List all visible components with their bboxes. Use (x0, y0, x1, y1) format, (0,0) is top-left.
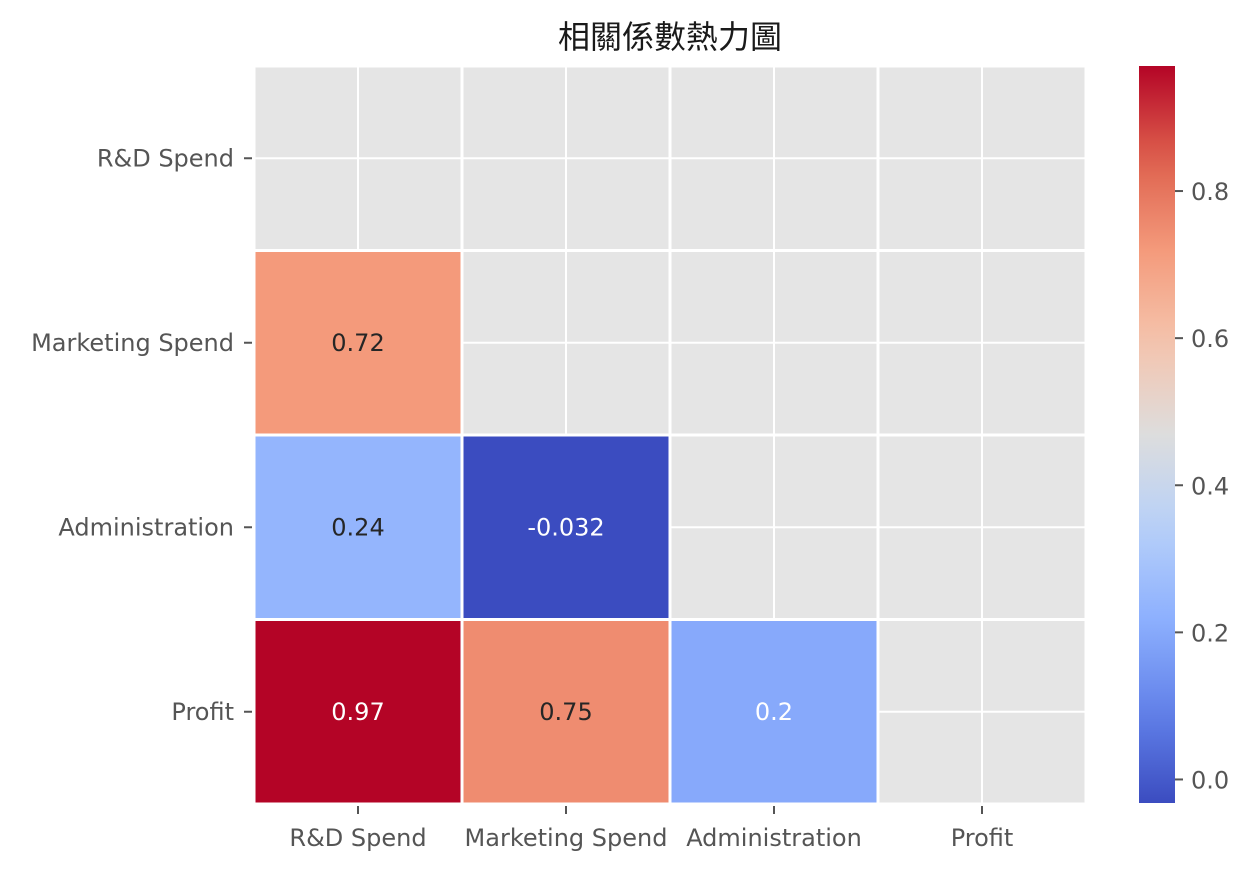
colorbar-tick-label: 0.4 (1191, 472, 1229, 500)
heatmap-plot-area: 0.72 0.24 -0.032 0.97 0.75 0.2 R&D Spend Market… (31, 64, 1088, 852)
heatmap-cell-masked (876, 618, 1088, 806)
y-tick-label: R&D Spend (97, 144, 234, 172)
heatmap-cell (252, 249, 464, 437)
cell-value-label: 0.72 (331, 329, 384, 357)
x-tick-label: R&D Spend (289, 824, 426, 852)
cell-value-label: 0.2 (755, 698, 793, 726)
x-tick-label: Profit (951, 824, 1014, 852)
colorbar-tick-label: 0.6 (1191, 325, 1229, 353)
x-tick-label: Marketing Spend (465, 824, 668, 852)
y-tick-label: Marketing Spend (31, 329, 234, 357)
heatmap-cell (252, 618, 464, 806)
cell-value-label: 0.97 (331, 698, 384, 726)
cell-value-label: 0.24 (331, 513, 384, 541)
cell-value-label: 0.75 (539, 698, 592, 726)
colorbar-tick-label: 0.8 (1191, 178, 1229, 206)
heatmap-cell (460, 618, 672, 806)
colorbar-tick-label: 0.2 (1191, 619, 1229, 647)
chart-title: 相關係數熱力圖 (558, 18, 782, 56)
y-tick-label: Administration (58, 513, 234, 541)
colorbar: 0.0 0.2 0.4 0.6 0.8 (1139, 66, 1229, 803)
y-tick-label: Profit (171, 698, 234, 726)
x-tick-label: Administration (686, 824, 862, 852)
colorbar-tick-label: 0.0 (1191, 766, 1229, 794)
colorbar-gradient (1139, 66, 1175, 803)
heatmap-cell (460, 433, 672, 621)
cell-value-label: -0.032 (527, 513, 604, 541)
heatmap-cell (668, 618, 880, 806)
